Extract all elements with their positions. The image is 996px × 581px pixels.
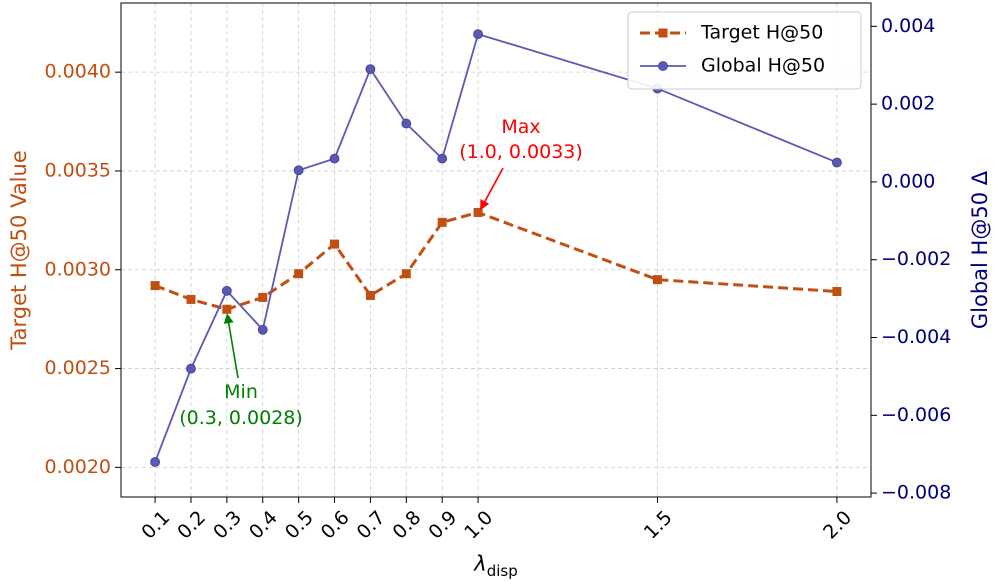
- max-annotation-title: Max: [501, 116, 540, 138]
- x-tick-label: 1.5: [640, 507, 677, 544]
- target-h-50-point: [222, 304, 232, 314]
- legend-target-label: Target H@50: [700, 22, 823, 44]
- global-h-50-point: [437, 153, 448, 164]
- legend-target-marker: [658, 28, 668, 38]
- global-h-50-point: [293, 165, 304, 176]
- max-annotation-arrow: [480, 167, 504, 211]
- right-y-tick-label: 0.002: [881, 93, 935, 115]
- left-y-tick-label: 0.0020: [45, 456, 111, 478]
- global-h-50-point: [365, 64, 376, 75]
- left-y-tick-label: 0.0040: [45, 61, 111, 83]
- left-y-tick-label: 0.0035: [45, 159, 111, 181]
- global-h-50-point: [257, 324, 268, 335]
- left-y-tick-label: 0.0030: [45, 258, 111, 280]
- target-h-50-point: [652, 275, 662, 285]
- min-annotation-title: Min: [224, 381, 258, 403]
- x-axis-title: λdisp: [473, 552, 517, 580]
- target-h-50-point: [330, 239, 340, 249]
- right-y-tick-label: −0.002: [881, 248, 951, 270]
- left-y-tick-label: 0.0025: [45, 357, 111, 379]
- right-y-tick-label: 0.004: [881, 15, 935, 37]
- global-h-50-point: [401, 118, 412, 129]
- x-tick-label: 0.1: [137, 507, 174, 544]
- plot-frame: [120, 2, 872, 498]
- global-h-50-point: [221, 285, 232, 296]
- annotations-layer: Max (1.0, 0.0033) Min (0.3, 0.0028): [179, 116, 583, 429]
- target-h-50-point: [832, 286, 842, 296]
- x-tick-label: 0.4: [245, 507, 282, 544]
- x-tick-label: 2.0: [819, 507, 856, 544]
- right-y-tick-label: −0.008: [881, 482, 951, 504]
- global-h-50-line: [154, 32, 838, 463]
- target-h-50-point: [437, 217, 447, 227]
- legend: Target H@50 Global H@50: [627, 11, 862, 90]
- right-y-tick-label: −0.006: [881, 404, 951, 426]
- x-tick-label: 0.7: [353, 507, 390, 544]
- x-axis-title-subscript: disp: [487, 562, 518, 580]
- global-h-50-point: [150, 457, 160, 467]
- series-layer: [150, 29, 842, 467]
- x-tick-label: 0.9: [424, 507, 461, 544]
- global-h-50-point: [832, 157, 842, 168]
- grid-lines: [121, 3, 871, 497]
- x-tick-label: 0.3: [209, 507, 246, 544]
- legend-box: [627, 11, 862, 90]
- target-h-50-point: [294, 269, 304, 279]
- x-tick-label: 1.0: [460, 507, 497, 544]
- global-h-50-point: [473, 29, 483, 40]
- global-h-50-point: [186, 363, 196, 374]
- right-y-tick-label: −0.004: [881, 326, 951, 348]
- target-h-50-point: [473, 207, 483, 217]
- target-h-50-point: [150, 281, 160, 291]
- x-tick-label: 0.2: [173, 507, 210, 544]
- max-annotation-value: (1.0, 0.0033): [459, 141, 583, 163]
- target-h-50-point: [258, 292, 268, 302]
- right-y-tick-label: 0.000: [881, 170, 935, 192]
- target-h-50-point: [186, 294, 196, 304]
- x-tick-label: 0.5: [281, 507, 318, 544]
- right-y-axis-title: Global H@50 Δ: [968, 170, 992, 329]
- target-h-50-point: [365, 290, 375, 300]
- min-annotation-value: (0.3, 0.0028): [179, 407, 303, 429]
- x-tick-label: 0.6: [317, 507, 354, 544]
- min-annotation-arrow: [223, 313, 239, 379]
- global-h-50-point: [329, 153, 340, 164]
- legend-global-marker: [658, 61, 668, 71]
- legend-global-label: Global H@50: [701, 55, 825, 77]
- target-h-50-point: [401, 269, 411, 279]
- x-axis-title-symbol: λ: [473, 552, 486, 576]
- x-tick-label: 0.8: [389, 507, 426, 544]
- target-h-50-line: [154, 210, 838, 311]
- left-y-axis-title: Target H@50 Value: [7, 150, 31, 351]
